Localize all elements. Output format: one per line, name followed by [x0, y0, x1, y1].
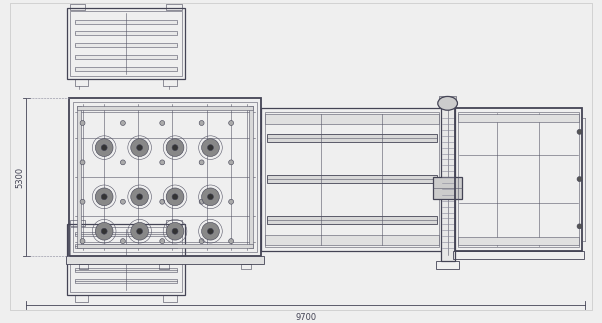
Bar	[75, 55, 177, 59]
Bar	[76, 106, 81, 248]
Bar	[75, 295, 88, 302]
Circle shape	[137, 194, 143, 200]
Circle shape	[202, 188, 219, 206]
Circle shape	[229, 120, 234, 125]
Bar	[166, 4, 182, 10]
Circle shape	[80, 199, 85, 204]
Bar	[76, 106, 253, 110]
Bar	[459, 112, 579, 247]
Circle shape	[131, 139, 149, 156]
Bar	[75, 268, 177, 272]
Bar	[70, 4, 85, 10]
Bar	[166, 220, 182, 226]
Ellipse shape	[438, 97, 458, 110]
Circle shape	[577, 130, 582, 134]
Bar	[75, 31, 177, 36]
Bar	[75, 256, 177, 260]
Circle shape	[95, 139, 113, 156]
Bar	[75, 20, 177, 24]
Circle shape	[120, 120, 125, 125]
Circle shape	[95, 188, 113, 206]
Circle shape	[160, 120, 165, 125]
Bar	[267, 134, 437, 142]
Bar	[267, 175, 437, 183]
Bar	[453, 251, 585, 259]
Circle shape	[202, 139, 219, 156]
Bar	[79, 264, 88, 269]
Bar	[75, 79, 88, 86]
Text: 9700: 9700	[296, 313, 317, 322]
Circle shape	[199, 199, 204, 204]
Circle shape	[131, 223, 149, 240]
Bar	[433, 177, 462, 199]
Bar	[459, 237, 579, 245]
Circle shape	[95, 223, 113, 240]
Circle shape	[166, 139, 184, 156]
Bar	[265, 235, 439, 245]
Circle shape	[172, 145, 178, 151]
Bar	[265, 112, 439, 247]
Text: 5300: 5300	[15, 167, 24, 188]
Bar	[70, 11, 182, 76]
Bar	[261, 108, 442, 251]
Bar	[76, 244, 253, 248]
Circle shape	[80, 239, 85, 244]
Circle shape	[577, 224, 582, 229]
Bar	[75, 244, 177, 248]
Circle shape	[137, 145, 143, 151]
Circle shape	[166, 188, 184, 206]
Bar	[75, 279, 177, 283]
Circle shape	[131, 188, 149, 206]
Bar	[163, 295, 177, 302]
Circle shape	[199, 160, 204, 165]
Circle shape	[101, 228, 107, 234]
Circle shape	[577, 177, 582, 182]
Bar	[73, 102, 256, 252]
Circle shape	[120, 239, 125, 244]
Bar	[439, 97, 456, 106]
Circle shape	[199, 120, 204, 125]
Circle shape	[208, 228, 214, 234]
Circle shape	[172, 228, 178, 234]
Bar	[459, 114, 579, 122]
Bar	[75, 232, 177, 236]
Circle shape	[160, 239, 165, 244]
Circle shape	[229, 199, 234, 204]
Bar	[75, 67, 177, 71]
Bar	[436, 261, 459, 269]
Circle shape	[80, 120, 85, 125]
Circle shape	[120, 160, 125, 165]
Circle shape	[166, 223, 184, 240]
Bar	[66, 256, 264, 264]
Circle shape	[172, 194, 178, 200]
Circle shape	[229, 239, 234, 244]
Bar	[70, 220, 85, 226]
Circle shape	[208, 194, 214, 200]
Bar	[267, 216, 437, 224]
Bar	[249, 106, 253, 248]
Bar	[70, 227, 182, 292]
Circle shape	[199, 239, 204, 244]
Circle shape	[120, 199, 125, 204]
Circle shape	[137, 228, 143, 234]
Bar	[75, 43, 177, 47]
Circle shape	[202, 223, 219, 240]
Bar	[241, 264, 251, 269]
Circle shape	[229, 160, 234, 165]
Bar	[163, 79, 177, 86]
Bar	[67, 8, 185, 79]
Circle shape	[160, 160, 165, 165]
Bar	[265, 114, 439, 124]
Bar	[455, 108, 583, 251]
Bar	[160, 264, 169, 269]
Bar	[69, 99, 261, 256]
Bar	[441, 106, 455, 261]
Circle shape	[80, 160, 85, 165]
Circle shape	[101, 194, 107, 200]
Circle shape	[101, 145, 107, 151]
Bar	[67, 224, 185, 295]
Circle shape	[160, 199, 165, 204]
Circle shape	[208, 145, 214, 151]
